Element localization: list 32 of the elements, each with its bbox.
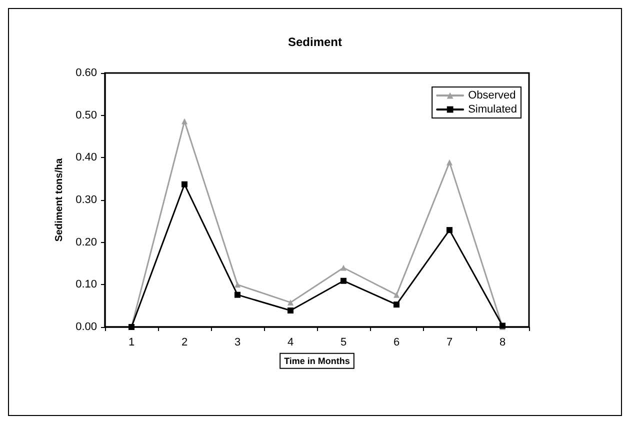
point xyxy=(394,292,400,298)
x-tick-label: 5 xyxy=(340,336,347,348)
point xyxy=(288,307,294,314)
x-tick-label: 1 xyxy=(128,336,135,348)
point xyxy=(446,159,452,166)
x-axis-title: Time in Months xyxy=(284,356,350,366)
y-tick-label: 0.50 xyxy=(76,109,97,122)
x-tick-label: 6 xyxy=(393,336,400,348)
y-axis-title: Sediment tons/ha xyxy=(54,158,66,242)
legend-label: Observed xyxy=(468,90,516,102)
point xyxy=(288,299,294,306)
x-tick-label: 2 xyxy=(181,336,188,348)
chart-title: Sediment xyxy=(288,35,342,49)
point xyxy=(234,292,240,298)
x-tick-label: 8 xyxy=(499,336,506,348)
point xyxy=(234,282,240,288)
point xyxy=(182,118,188,124)
point xyxy=(340,278,346,284)
point xyxy=(446,227,452,234)
y-tick-label: 0.20 xyxy=(76,236,97,248)
y-tick-label: 0.60 xyxy=(76,67,97,79)
x-tick-label: 3 xyxy=(234,336,241,348)
y-tick-label: 0.10 xyxy=(76,278,97,291)
point xyxy=(340,264,346,271)
point xyxy=(394,302,400,308)
point xyxy=(182,181,188,188)
x-tick-label: 7 xyxy=(446,336,453,348)
x-tick-label: 4 xyxy=(287,336,294,348)
y-tick-label: 0.30 xyxy=(76,194,97,206)
y-tick-label: 0.40 xyxy=(76,152,97,164)
y-tick-label: 0.00 xyxy=(76,321,97,333)
legend-label: Simulated xyxy=(468,104,518,116)
